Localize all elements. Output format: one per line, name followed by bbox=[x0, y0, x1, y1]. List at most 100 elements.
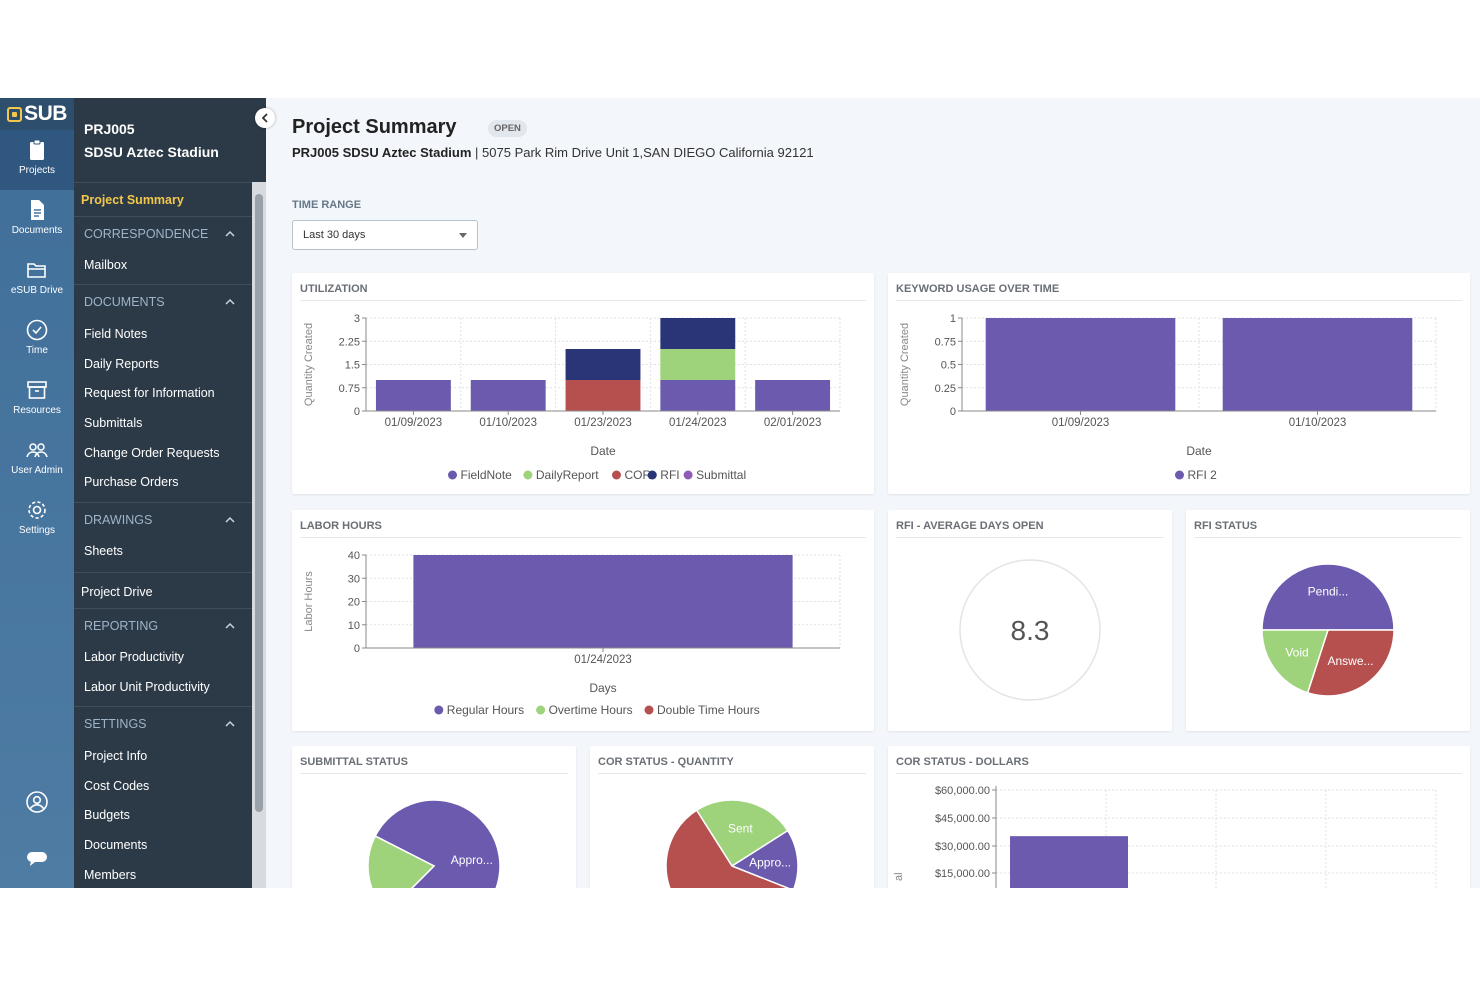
card-divider bbox=[1194, 537, 1462, 538]
card-title: RFI STATUS bbox=[1194, 520, 1258, 532]
x-tick-label: 01/23/2023 bbox=[574, 417, 632, 429]
project-code: PRJ005 bbox=[84, 121, 135, 137]
card-divider bbox=[300, 300, 866, 301]
nav-project-summary[interactable]: Project Summary bbox=[81, 193, 184, 207]
x-tick-label: 02/01/2023 bbox=[764, 417, 822, 429]
nav-project-info[interactable]: Project Info bbox=[84, 749, 148, 763]
nav-field-notes[interactable]: Field Notes bbox=[84, 327, 148, 341]
legend-swatch bbox=[647, 470, 657, 480]
x-tick-label: 01/09/2023 bbox=[385, 417, 443, 429]
bar bbox=[470, 380, 546, 411]
rail-chat[interactable] bbox=[0, 838, 74, 878]
rail-label: Time bbox=[26, 345, 48, 356]
card-title: UTILIZATION bbox=[300, 283, 368, 295]
rail-esub-drive[interactable]: eSUB Drive bbox=[0, 250, 74, 310]
nav-mailbox[interactable]: Mailbox bbox=[84, 258, 128, 272]
nav-labor-unit-productivity[interactable]: Labor Unit Productivity bbox=[84, 680, 210, 694]
main-content: Project Summary OPEN PRJ005 SDSU Aztec S… bbox=[266, 98, 1480, 888]
clipboard-icon bbox=[30, 139, 44, 160]
y-tick-label: 30 bbox=[348, 573, 360, 585]
y-tick-label: 2.25 bbox=[339, 336, 360, 348]
y-tick-label: 0 bbox=[354, 406, 360, 418]
nav-project-drive[interactable]: Project Drive bbox=[81, 585, 153, 599]
pie-slice bbox=[665, 809, 790, 888]
y-tick-label: 1.5 bbox=[345, 360, 360, 372]
card-divider bbox=[896, 300, 1462, 301]
sidebar-scroll-thumb[interactable] bbox=[255, 194, 263, 812]
section-correspondence[interactable]: CORRESPONDENCE bbox=[74, 227, 252, 241]
nav-submittals[interactable]: Submittals bbox=[84, 416, 143, 430]
logo-text: SUB bbox=[24, 102, 67, 125]
nav-budgets[interactable]: Budgets bbox=[84, 808, 130, 822]
section-settings[interactable]: SETTINGS bbox=[74, 717, 252, 731]
nav-labor-productivity[interactable]: Labor Productivity bbox=[84, 650, 185, 664]
y-tick-label: $60,000.00 bbox=[935, 785, 990, 797]
y-tick-label: 1 bbox=[950, 313, 956, 325]
nav-rfi[interactable]: Request for Information bbox=[84, 386, 215, 400]
nav-daily-reports[interactable]: Daily Reports bbox=[84, 357, 160, 371]
legend-label: RFI bbox=[660, 468, 679, 482]
bar bbox=[660, 318, 736, 349]
rail-user-admin[interactable]: User Admin bbox=[0, 430, 74, 490]
esub-logo[interactable]: SUB bbox=[0, 98, 74, 130]
nav-cost-codes[interactable]: Cost Codes bbox=[84, 779, 150, 793]
rail-projects[interactable]: Projects bbox=[0, 130, 74, 190]
y-axis-title: Quantity Created bbox=[303, 323, 315, 406]
nav-settings-documents[interactable]: Documents bbox=[84, 838, 148, 852]
divider bbox=[74, 706, 252, 707]
y-tick-label: 0 bbox=[354, 643, 360, 655]
legend-label: Double Time Hours bbox=[657, 703, 760, 717]
card-divider bbox=[300, 773, 568, 774]
rail-documents[interactable]: Documents bbox=[0, 190, 74, 250]
pie-label: Pendi... bbox=[1308, 585, 1349, 599]
project-full-name: PRJ005 SDSU Aztec Stadium bbox=[292, 145, 472, 160]
section-documents[interactable]: DOCUMENTS bbox=[74, 295, 252, 309]
nav-members[interactable]: Members bbox=[84, 868, 137, 882]
chevron-up-icon bbox=[225, 622, 235, 629]
pie-label: Void bbox=[1285, 646, 1308, 660]
pie-slice bbox=[367, 835, 436, 888]
divider bbox=[74, 572, 252, 573]
y-tick-label: 0.25 bbox=[935, 383, 956, 395]
labor-hours-chart: 0 10 20 30 40 01/24/2023 Days Labor Hours Regula… bbox=[303, 550, 841, 717]
y-tick-label: $45,000.00 bbox=[935, 813, 990, 825]
legend-label: RFI 2 bbox=[1188, 468, 1218, 482]
legend-swatch bbox=[434, 705, 444, 715]
nav-sheets[interactable]: Sheets bbox=[84, 544, 123, 558]
rail-time[interactable]: Time bbox=[0, 310, 74, 370]
legend-swatch bbox=[1175, 470, 1184, 480]
collapse-sidebar-button[interactable] bbox=[255, 108, 275, 128]
y-tick-label: 0.75 bbox=[339, 383, 360, 395]
pie-label: Appro... bbox=[749, 855, 791, 869]
legend-label: FieldNote bbox=[461, 468, 513, 482]
time-range-select[interactable]: Last 30 days bbox=[292, 220, 478, 250]
project-header: PRJ005 SDSU Aztec Stadiun bbox=[84, 118, 219, 164]
legend-label: Overtime Hours bbox=[549, 703, 633, 717]
nav-change-order-requests[interactable]: Change Order Requests bbox=[84, 446, 220, 460]
rail-resources[interactable]: Resources bbox=[0, 370, 74, 430]
chevron-up-icon bbox=[225, 516, 235, 523]
card-title: COR STATUS - DOLLARS bbox=[896, 756, 1029, 768]
section-reporting[interactable]: REPORTING bbox=[74, 619, 252, 633]
section-drawings[interactable]: DRAWINGS bbox=[74, 513, 252, 527]
submittal-status-pie: Appro... bbox=[367, 799, 501, 888]
archive-icon bbox=[27, 381, 47, 399]
rail-profile[interactable] bbox=[0, 782, 74, 822]
gauge-ring bbox=[959, 559, 1101, 701]
x-tick-label: 01/24/2023 bbox=[574, 654, 632, 666]
cor-quantity-card: COR STATUS - QUANTITY Sent Appro... bbox=[590, 746, 874, 888]
page-title: Project Summary bbox=[292, 116, 457, 138]
pie-slice bbox=[374, 799, 501, 888]
y-tick-label: $15,000.00 bbox=[935, 868, 990, 880]
nav-purchase-orders[interactable]: Purchase Orders bbox=[84, 475, 179, 489]
y-tick-label: 10 bbox=[348, 620, 360, 632]
rail-settings[interactable]: Settings bbox=[0, 490, 74, 550]
labor-hours-card: LABOR HOURS 0 10 20 30 40 01/24/2023 Days Labor… bbox=[292, 510, 874, 731]
bar bbox=[660, 349, 736, 380]
chevron-up-icon bbox=[225, 230, 235, 237]
divider bbox=[74, 216, 252, 217]
bar bbox=[755, 380, 831, 411]
legend-label: COR bbox=[625, 468, 652, 482]
chevron-up-icon bbox=[225, 298, 235, 305]
card-divider bbox=[598, 773, 866, 774]
